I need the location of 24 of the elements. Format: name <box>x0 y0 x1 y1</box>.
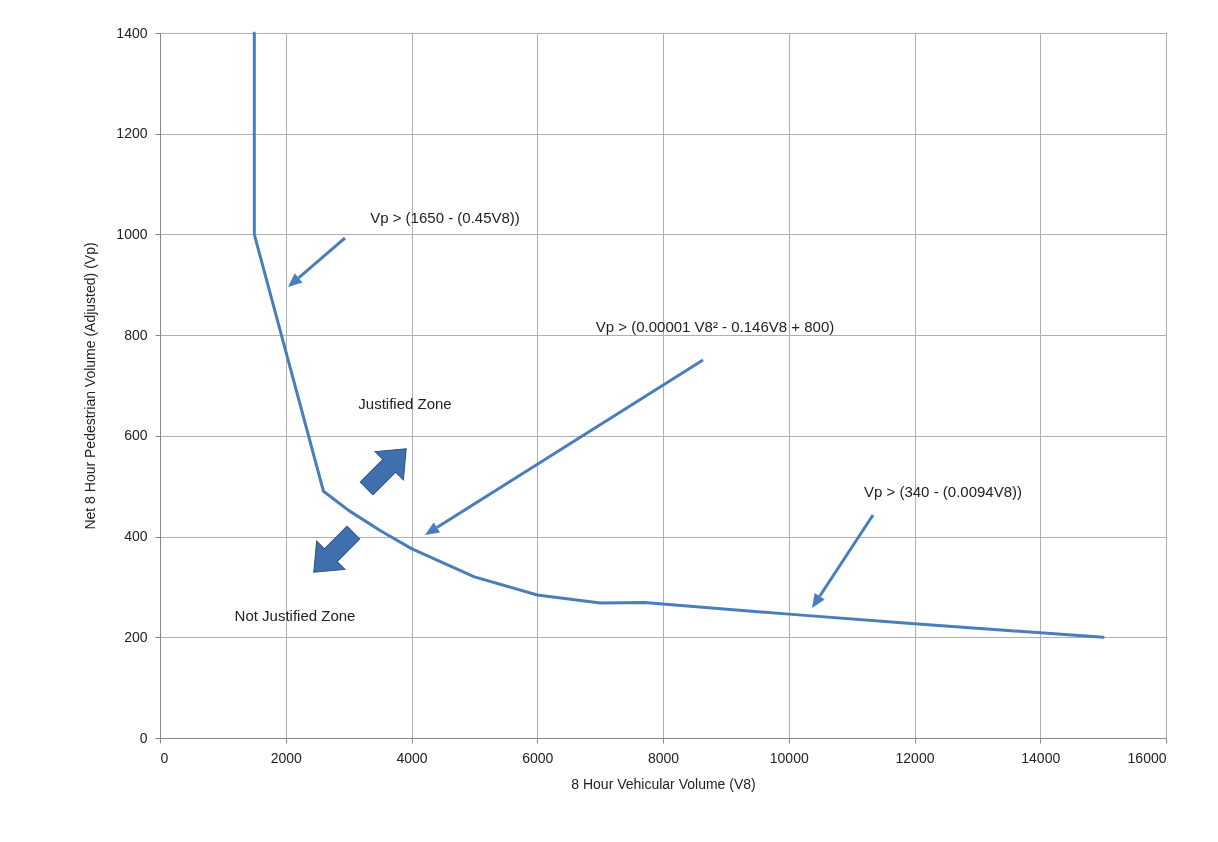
x-tick-label: 0 <box>160 749 169 766</box>
y-tick-label: 1400 <box>116 24 148 41</box>
annotation: Vp > (0.00001 V8² - 0.146V8 + 800) <box>595 318 835 335</box>
y-tick-label: 0 <box>139 729 148 746</box>
x-tick-label: 8000 <box>647 749 680 766</box>
y-tick-label: 600 <box>124 427 148 444</box>
annotation: Vp > (1650 - (0.45V8)) <box>370 209 520 226</box>
y-tick-label: 800 <box>124 326 148 343</box>
annotation: Not Justified Zone <box>234 607 356 624</box>
y-tick-label: 200 <box>124 628 148 645</box>
y-tick-label: 1200 <box>116 125 148 142</box>
x-tick-label: 4000 <box>396 749 428 766</box>
x-tick-label: 2000 <box>270 749 303 766</box>
y-tick-label: 1000 <box>116 225 148 242</box>
x-axis-title: 8 Hour Vehicular Volume (V8) <box>571 775 756 792</box>
annotation: Justified Zone <box>358 395 452 412</box>
x-tick-label: 6000 <box>522 749 554 766</box>
x-tick-label: 10000 <box>769 749 809 766</box>
x-tick-label: 14000 <box>1021 749 1061 766</box>
annotation: Vp > (340 - (0.0094V8)) <box>863 483 1023 500</box>
y-axis-title: Net 8 Hour Pedestrian Volume (Adjusted) (Vp) <box>82 242 99 530</box>
x-tick-label: 16000 <box>1127 749 1167 766</box>
y-tick-label: 400 <box>124 528 148 545</box>
x-tick-label: 12000 <box>895 749 935 766</box>
